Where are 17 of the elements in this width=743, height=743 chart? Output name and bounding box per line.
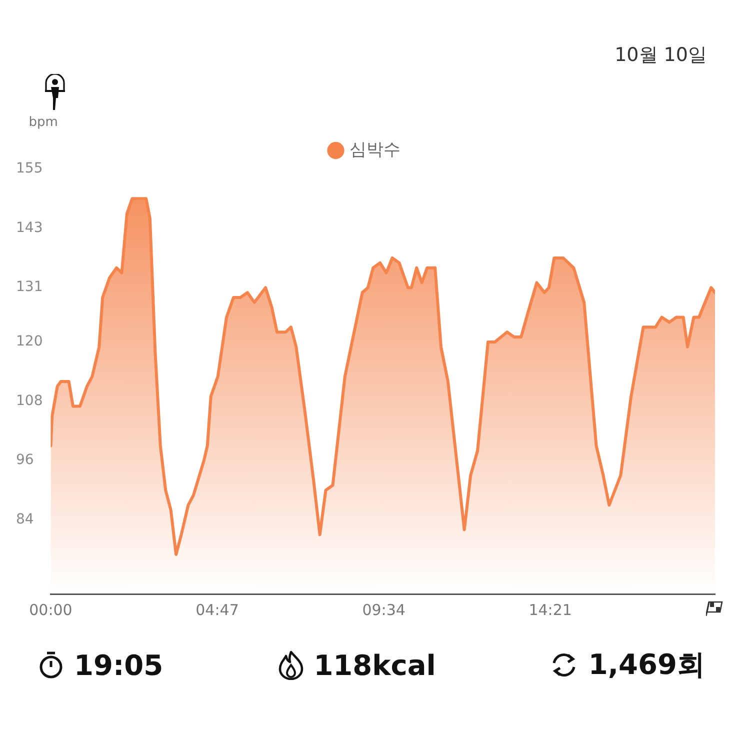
text: 118kcal bbox=[314, 648, 436, 682]
x-tick-label: 14:21 bbox=[528, 600, 572, 619]
text: 19:05 bbox=[74, 648, 164, 682]
x-tick-label: 04:47 bbox=[196, 600, 239, 619]
y-tick-label: 155 bbox=[16, 160, 43, 177]
text: 1,469회 bbox=[588, 647, 705, 683]
y-tick-label: 96 bbox=[16, 452, 34, 468]
y-tick-label: 131 bbox=[16, 279, 43, 296]
y-axis-title: bpm bbox=[28, 114, 58, 130]
y-tick-label: 143 bbox=[16, 220, 43, 236]
legend-label: 심박수 bbox=[349, 140, 400, 160]
x-tick-label: 09:34 bbox=[362, 600, 406, 619]
y-tick-label: 108 bbox=[16, 392, 43, 409]
chart-title: 10월 10일 bbox=[614, 43, 707, 68]
x-tick-label: 00:00 bbox=[29, 600, 72, 619]
y-tick-label: 120 bbox=[16, 334, 43, 350]
y-tick-label: 84 bbox=[16, 512, 34, 528]
